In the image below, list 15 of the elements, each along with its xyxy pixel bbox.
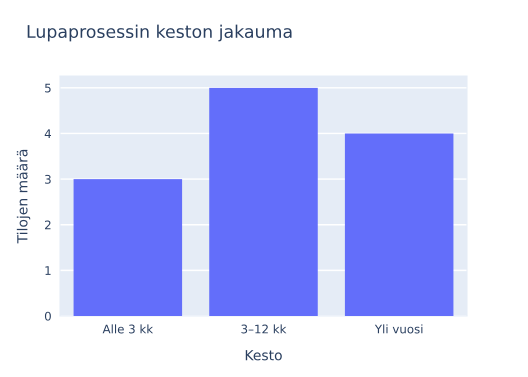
x-tick-label: Yli vuosi <box>374 324 422 334</box>
chart-title: Lupaprosessin keston jakauma <box>28 24 292 42</box>
bar <box>74 179 182 316</box>
y-axis-title: Tilojen määrä <box>16 150 30 244</box>
x-tick-label: Alle 3 kk <box>102 324 154 334</box>
x-axis-title: Kesto <box>246 350 282 360</box>
y-tick-label: 5 <box>45 84 51 93</box>
y-tick-label: 3 <box>45 174 51 184</box>
y-tick-label: 2 <box>45 220 50 230</box>
y-tick-label: 0 <box>44 312 51 321</box>
y-tick-label: 4 <box>44 129 52 138</box>
x-tick-label: 3–12 kk <box>241 324 286 334</box>
bar <box>209 88 318 316</box>
bar <box>344 133 454 316</box>
y-tick-label: 1 <box>45 266 51 275</box>
